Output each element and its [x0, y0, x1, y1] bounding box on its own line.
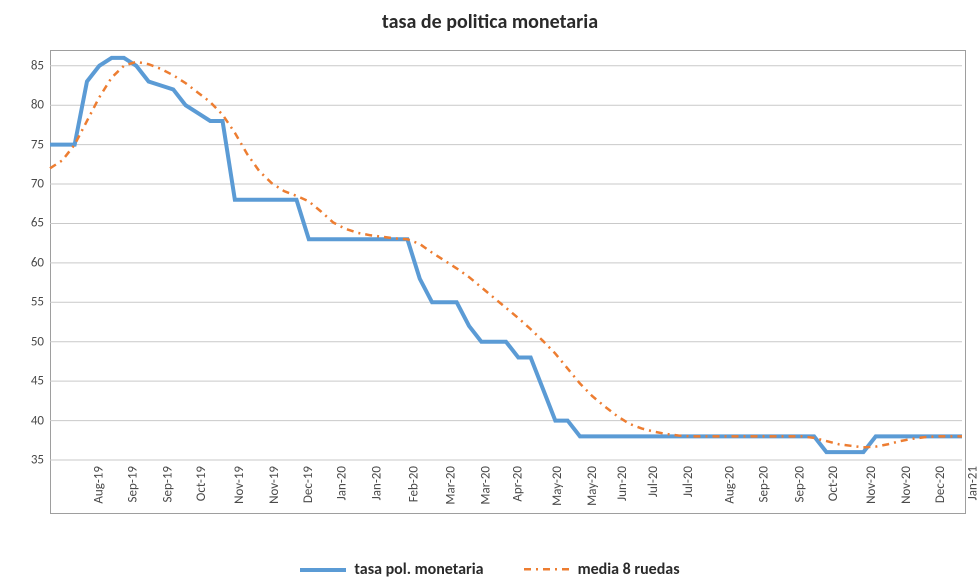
- x-tick-label: Nov-20: [864, 466, 879, 504]
- x-tick-label: Sep-19: [126, 466, 141, 502]
- x-tick-label: Nov-20: [899, 466, 914, 504]
- legend-line-sample: [300, 568, 346, 572]
- legend-item: media 8 ruedas: [524, 560, 680, 579]
- x-tick-label: Jan-20: [369, 466, 384, 500]
- x-tick-label: Aug-19: [92, 466, 107, 504]
- x-tick-label: Aug-20: [723, 466, 738, 504]
- legend-label: tasa pol. monetaria: [354, 560, 483, 579]
- y-tick-label: 35: [31, 453, 50, 468]
- y-tick-label: 55: [31, 295, 50, 310]
- y-tick-label: 85: [31, 58, 50, 73]
- x-tick-label: Apr-20: [511, 466, 526, 502]
- chart-container: tasa de politica monetaria Aug-19Sep-19S…: [0, 0, 980, 586]
- x-tick-label: May-20: [585, 466, 600, 506]
- x-tick-label: Jul-20: [681, 466, 696, 497]
- x-tick-label: Oct-19: [194, 466, 209, 501]
- x-tick-label: Mar-20: [443, 466, 458, 505]
- x-tick-label: Nov-19: [232, 466, 247, 504]
- x-tick-label: Sep-20: [792, 466, 807, 502]
- x-tick-label: Mar-20: [479, 466, 494, 505]
- chart-plot-area: Aug-19Sep-19Sep-19Oct-19Nov-19Nov-19Dec-…: [50, 50, 962, 460]
- y-tick-label: 70: [31, 177, 50, 192]
- legend-item: tasa pol. monetaria: [300, 560, 483, 579]
- y-tick-label: 50: [31, 334, 50, 349]
- y-tick-label: 80: [31, 98, 50, 113]
- x-tick-label: Jul-20: [646, 466, 661, 497]
- y-tick-label: 75: [31, 137, 50, 152]
- x-tick-label: Dec-20: [933, 466, 948, 503]
- y-tick-label: 65: [31, 216, 50, 231]
- x-tick-label: Dec-19: [302, 466, 317, 503]
- x-tick-label: Feb-20: [406, 466, 421, 502]
- x-tick-label: Sep-19: [161, 466, 176, 502]
- y-tick-label: 45: [31, 374, 50, 389]
- chart-legend: tasa pol. monetaria media 8 ruedas: [0, 560, 980, 579]
- x-tick-label: Oct-20: [826, 466, 841, 501]
- legend-label: media 8 ruedas: [578, 560, 680, 579]
- x-tick-label: Sep-20: [757, 466, 772, 502]
- y-tick-label: 40: [31, 413, 50, 428]
- x-tick-label: Jan-21: [965, 466, 980, 500]
- x-tick-label: Jan-20: [334, 466, 349, 500]
- chart-title: tasa de politica monetaria: [0, 10, 980, 34]
- x-tick-label: Jun-20: [615, 466, 630, 501]
- y-tick-label: 60: [31, 255, 50, 270]
- x-tick-label: Nov-19: [267, 466, 282, 504]
- legend-line-sample: [524, 568, 570, 571]
- x-tick-label: May-20: [550, 466, 565, 506]
- chart-svg: [50, 50, 962, 460]
